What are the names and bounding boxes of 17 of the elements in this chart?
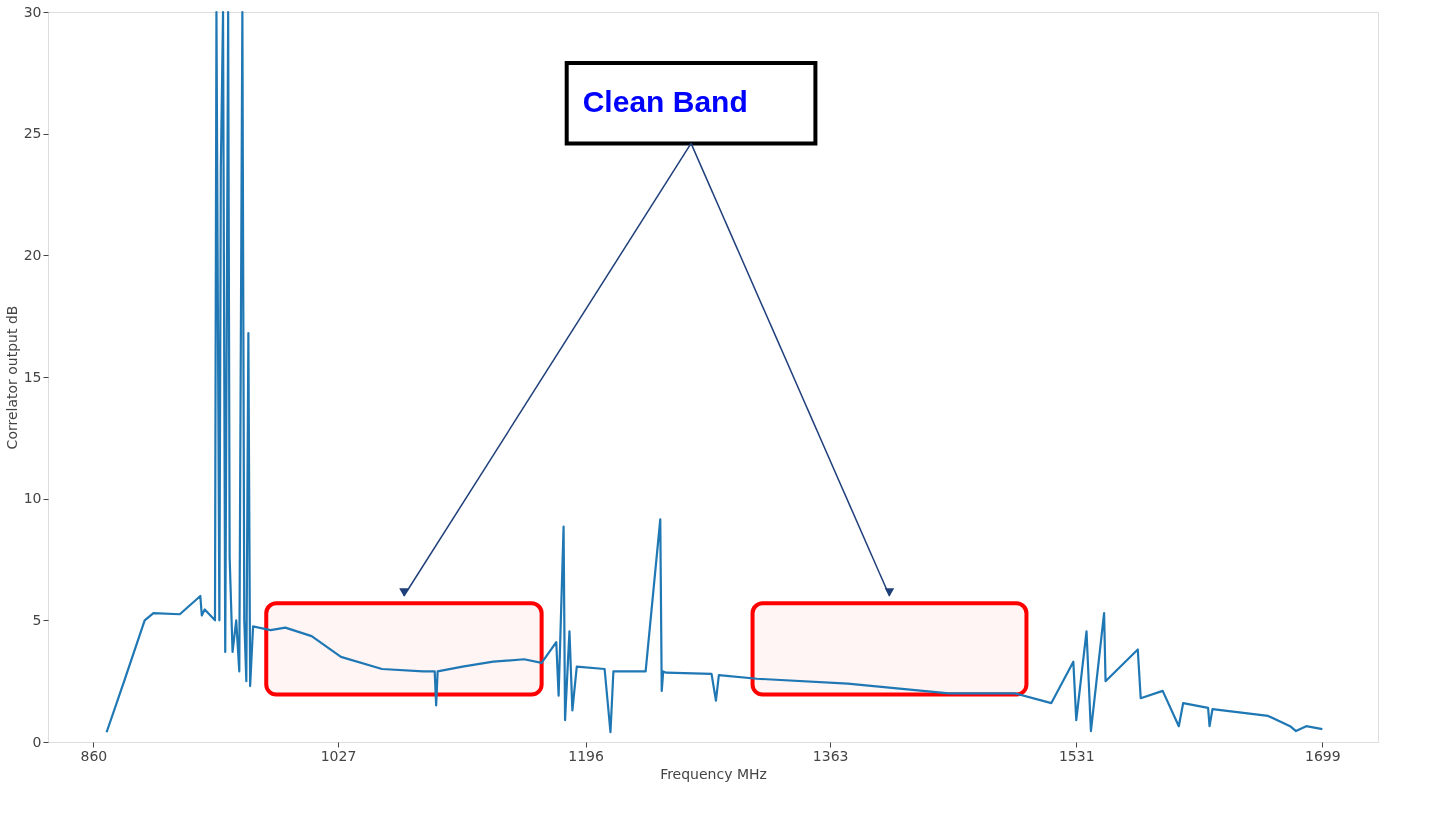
x-tick-label: 1531 xyxy=(1058,747,1095,764)
x-tick-label: 1196 xyxy=(568,747,604,764)
y-tick-label: 0 xyxy=(32,733,42,750)
y-tick-label: 5 xyxy=(32,611,42,628)
line-series xyxy=(105,10,1324,734)
y-tick-label: 10 xyxy=(23,490,42,507)
x-axis-title: Frequency MHz xyxy=(660,765,767,782)
annotation: Clean Band xyxy=(582,85,748,119)
y-tick-label: 15 xyxy=(23,368,42,385)
x-tick-label: 1027 xyxy=(320,747,357,764)
y-tick-label: 25 xyxy=(23,125,42,142)
x-tick-label: 1699 xyxy=(1305,747,1341,764)
y-tick-label: 20 xyxy=(23,246,42,263)
y-axis-title: Correlator output dB xyxy=(3,305,20,450)
x-tick-label: 860 xyxy=(80,747,108,764)
y-tick-label: 30 xyxy=(23,3,42,20)
x-tick-label: 1363 xyxy=(812,747,849,764)
